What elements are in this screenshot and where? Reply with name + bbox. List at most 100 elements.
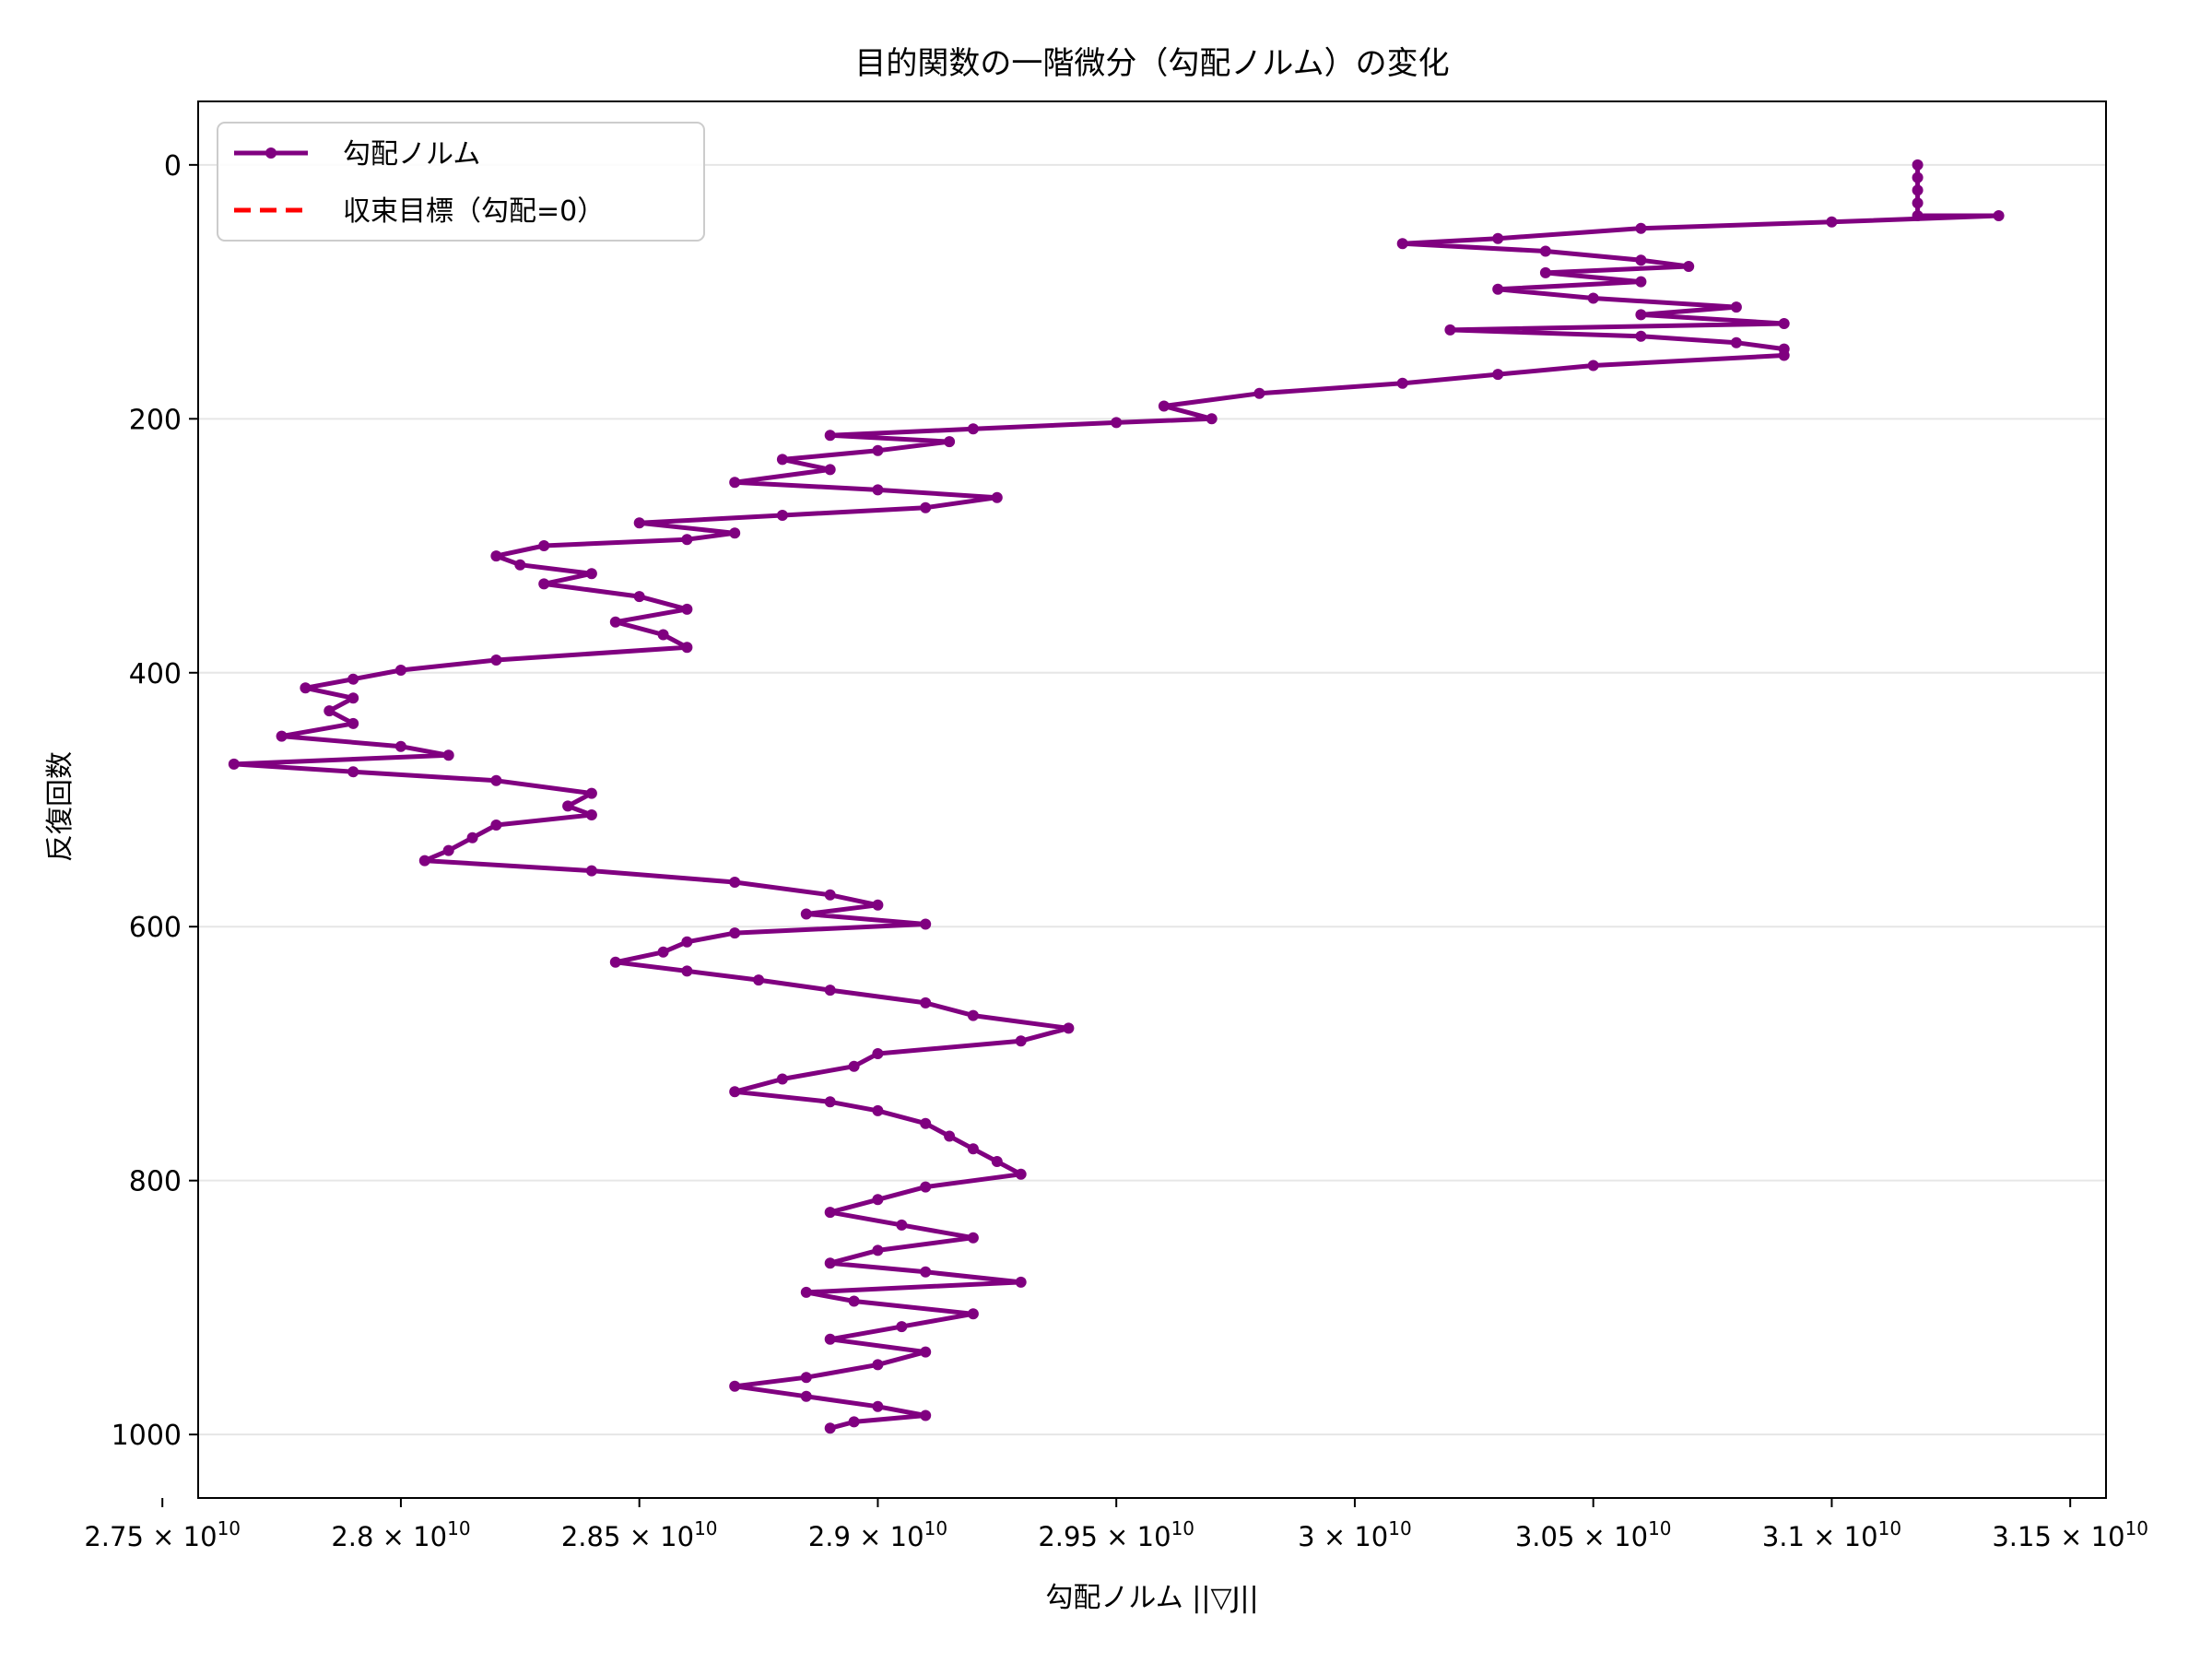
legend: 勾配ノルム 収束目標（勾配=0） <box>217 122 705 242</box>
data-point <box>824 1333 836 1345</box>
data-point <box>1912 210 1924 221</box>
data-point <box>1396 377 1408 389</box>
data-point <box>681 534 693 546</box>
data-point <box>848 1295 860 1307</box>
x-tick-label: 2.9 × 1010 <box>808 1517 947 1552</box>
data-point <box>228 758 240 770</box>
gridlines <box>198 163 2106 1436</box>
data-point <box>848 1060 860 1072</box>
data-point <box>657 629 669 641</box>
data-point <box>800 1372 812 1384</box>
data-point <box>1444 324 1456 336</box>
data-point <box>514 559 526 571</box>
data-point <box>1912 184 1924 196</box>
data-point <box>729 1380 741 1392</box>
data-point <box>896 1321 908 1333</box>
data-point <box>800 908 812 920</box>
y-axis: 0 200 400 600 800 1000 <box>112 150 198 1452</box>
data-point <box>466 832 478 843</box>
data-point <box>418 855 430 867</box>
data-point <box>609 956 621 968</box>
data-point <box>585 787 597 799</box>
data-point <box>872 1400 884 1412</box>
data-point <box>824 1422 836 1434</box>
data-point <box>1587 292 1599 304</box>
data-point <box>1015 1035 1027 1047</box>
data-point <box>1158 400 1170 412</box>
data-point <box>872 1048 884 1059</box>
data-point <box>1539 266 1551 278</box>
data-point <box>1826 216 1838 228</box>
data-point <box>920 1181 932 1193</box>
data-point <box>991 491 1003 503</box>
data-point <box>394 740 406 752</box>
data-point <box>347 766 359 778</box>
x-tick-label: 2.75 × 1010 <box>84 1517 241 1552</box>
data-point <box>848 1416 860 1428</box>
data-point <box>538 540 550 551</box>
data-point <box>729 477 741 489</box>
legend-box <box>217 122 705 242</box>
x-tick-label: 3.05 × 1010 <box>1515 1517 1672 1552</box>
data-point <box>967 1308 979 1320</box>
data-point <box>824 1257 836 1269</box>
data-point <box>681 603 693 615</box>
data-point <box>872 1359 884 1371</box>
data-point <box>490 655 502 666</box>
data-point <box>872 1104 884 1116</box>
data-point <box>896 1219 908 1231</box>
y-tick-label: 400 <box>129 658 182 690</box>
y-tick-label: 600 <box>129 912 182 944</box>
data-point <box>824 430 836 442</box>
data-point <box>920 1266 932 1278</box>
data-point <box>920 1346 932 1358</box>
data-point <box>1635 330 1647 342</box>
data-point <box>729 927 741 939</box>
x-tick-label: 3.15 × 1010 <box>1992 1517 2148 1552</box>
x-tick-label: 2.85 × 1010 <box>561 1517 718 1552</box>
data-point <box>681 965 693 977</box>
data-point <box>1015 1168 1027 1180</box>
data-point <box>991 1156 1003 1167</box>
plot-frame <box>197 100 2107 1499</box>
data-point <box>1015 1276 1027 1288</box>
data-point <box>1539 245 1551 257</box>
y-tick-label: 1000 <box>112 1420 182 1452</box>
data-point <box>1635 276 1647 288</box>
data-point <box>920 1117 932 1129</box>
y-tick-label: 800 <box>129 1166 182 1198</box>
data-point <box>824 1096 836 1108</box>
data-point <box>776 510 788 521</box>
data-point <box>1396 238 1408 250</box>
data-point <box>872 1244 884 1256</box>
data-point <box>1492 283 1504 295</box>
x-tick-label: 3 × 1010 <box>1298 1517 1412 1552</box>
y-tick-label: 0 <box>164 150 182 183</box>
data-point <box>1635 254 1647 266</box>
data-point <box>681 642 693 654</box>
data-point <box>300 682 312 694</box>
data-point <box>872 484 884 496</box>
data-point <box>1730 336 1742 348</box>
data-point <box>800 1286 812 1298</box>
data-point <box>490 550 502 562</box>
data-point <box>1063 1022 1075 1034</box>
data-point <box>729 1086 741 1098</box>
data-point <box>824 889 836 901</box>
data-point <box>967 1009 979 1021</box>
data-point <box>538 578 550 590</box>
legend-label-convergence-target: 収束目標（勾配=0） <box>343 195 605 228</box>
data-point <box>1635 309 1647 321</box>
data-point <box>1253 387 1265 399</box>
data-point <box>347 673 359 685</box>
data-point <box>276 730 288 742</box>
data-point <box>1492 369 1504 381</box>
data-point <box>442 749 454 761</box>
data-point <box>394 665 406 676</box>
chart-title: 目的関数の一階微分（勾配ノルム）の変化 <box>854 45 1449 82</box>
data-point <box>920 997 932 1008</box>
data-point <box>944 1130 956 1142</box>
data-point <box>1492 232 1504 244</box>
data-point <box>944 436 956 448</box>
data-point <box>1587 360 1599 372</box>
